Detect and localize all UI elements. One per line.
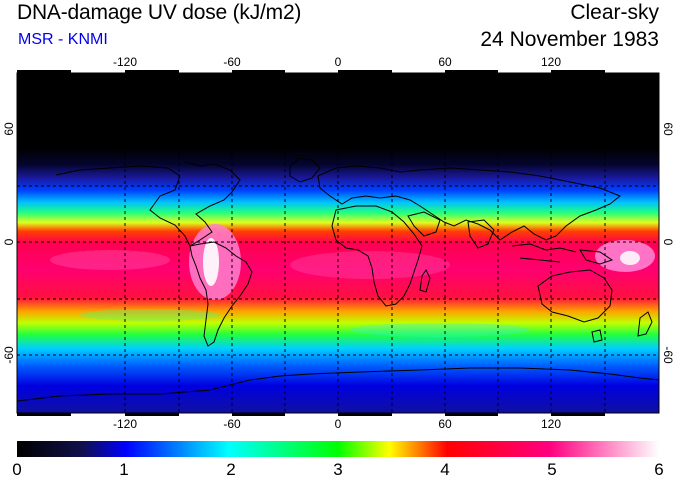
map-date: 24 November 1983 (480, 28, 659, 51)
lat-label-left: -60 (2, 346, 16, 364)
lon-label-top: -120 (113, 55, 137, 69)
colorbar-tick: 6 (654, 460, 663, 479)
lat-label-right: -60 (661, 346, 675, 364)
lat-label-right: 60 (661, 122, 675, 136)
lon-label-bottom: 120 (541, 417, 561, 431)
lon-label-top: 60 (438, 55, 452, 69)
colorbar-tick: 1 (119, 460, 128, 479)
data-source: MSR - KNMI (18, 31, 108, 48)
colorbar-tick: 4 (440, 460, 449, 479)
lon-label-top: 0 (335, 55, 342, 69)
lon-label-bottom: 0 (335, 417, 342, 431)
colorbar-tick: 5 (547, 460, 556, 479)
colorbar (17, 441, 659, 457)
graticule (17, 73, 659, 413)
colorbar-tick: 3 (333, 460, 342, 479)
lon-label-bottom: -120 (113, 417, 137, 431)
sky-condition: Clear-sky (570, 1, 659, 24)
lon-label-top: -60 (223, 55, 241, 69)
lon-label-bottom: 60 (438, 417, 452, 431)
colorbar-tick: 2 (226, 460, 235, 479)
lat-label-left: 0 (2, 238, 16, 245)
lon-label-bottom: -60 (223, 417, 241, 431)
lat-label-right: 0 (661, 239, 675, 246)
border-ticks (17, 70, 605, 416)
colorbar-tick: 0 (12, 460, 21, 479)
lat-label-left: 60 (2, 122, 16, 136)
map-title: DNA-damage UV dose (kJ/m2) (17, 1, 302, 24)
coastlines (17, 157, 659, 402)
lon-label-top: 120 (541, 55, 561, 69)
